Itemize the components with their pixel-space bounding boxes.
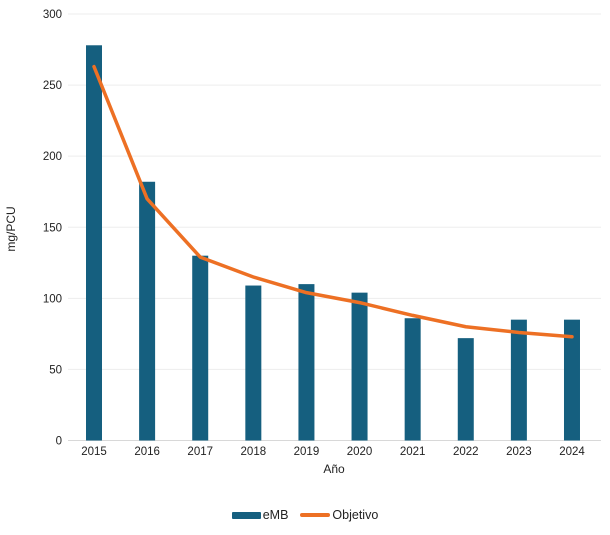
- x-tick-label: 2022: [453, 446, 479, 458]
- x-tick-label: 2023: [506, 446, 532, 458]
- x-tick-label: 2024: [559, 446, 585, 458]
- x-tick-label: 2020: [347, 446, 373, 458]
- x-axis-title: Año: [323, 462, 345, 476]
- bar-2016: [139, 181, 156, 441]
- bar-2015: [86, 45, 102, 441]
- y-tick-label: 300: [43, 9, 62, 21]
- legend-item-emb: eMB: [231, 508, 289, 522]
- legend-label-objetivo: Objetivo: [332, 508, 379, 522]
- bar-2020: [351, 292, 368, 441]
- bar-2017: [192, 255, 209, 441]
- y-tick-label: 200: [43, 151, 62, 163]
- bar-2021: [404, 318, 421, 441]
- objetivo-line: [92, 64, 574, 339]
- y-axis-title-text: mg/PCU: [4, 206, 18, 252]
- bar-2019: [298, 284, 315, 441]
- x-tick-label: 2016: [134, 446, 160, 458]
- x-tick-label: 2021: [400, 446, 426, 458]
- y-tick-label: 50: [49, 364, 62, 376]
- legend: eMB Objetivo: [0, 508, 610, 522]
- x-tick-label: 2019: [294, 446, 320, 458]
- legend-label-emb: eMB: [262, 508, 289, 522]
- x-tick-label: 2017: [187, 446, 213, 458]
- y-tick-label: 150: [43, 222, 62, 234]
- emb-bar-swatch-icon: [231, 511, 261, 519]
- x-tick-label: 2018: [241, 446, 267, 458]
- bar-2022: [457, 338, 474, 441]
- bar-2024: [563, 319, 580, 441]
- legend-item-objetivo: Objetivo: [300, 508, 378, 522]
- y-tick-label: 100: [43, 293, 62, 305]
- y-tick-label: 250: [43, 80, 62, 92]
- y-tick-label: 0: [56, 436, 62, 448]
- x-tick-label: 2015: [81, 446, 107, 458]
- objetivo-line-swatch-icon: [300, 513, 331, 517]
- bar-2018: [245, 285, 262, 441]
- bar-2023: [510, 319, 527, 441]
